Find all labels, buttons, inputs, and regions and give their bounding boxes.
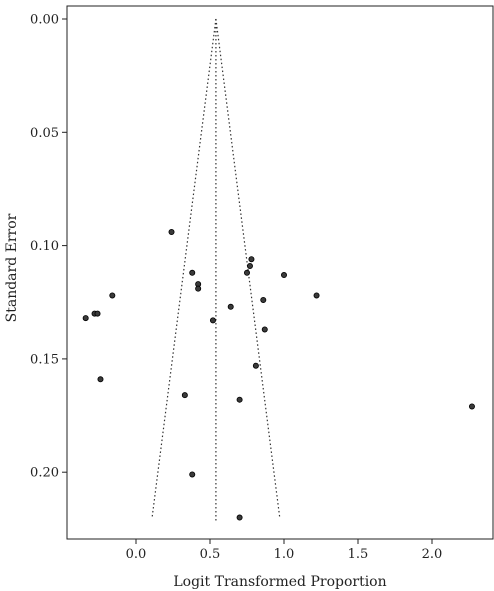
- data-point: [189, 269, 196, 276]
- x-axis-label: Logit Transformed Proportion: [173, 574, 386, 590]
- data-point: [227, 303, 234, 310]
- funnel-right-line: [215, 18, 281, 518]
- data-point: [94, 310, 101, 317]
- data-point: [82, 315, 89, 322]
- x-axis: 0.0 0.5 1.0 1.5 2.0: [126, 539, 443, 562]
- x-tick-label: 1.0: [274, 547, 295, 562]
- data-point: [209, 317, 216, 324]
- x-tick-label: 0.5: [200, 547, 221, 562]
- funnel-lines: [151, 18, 281, 521]
- data-point: [252, 362, 259, 369]
- data-point: [181, 392, 188, 399]
- data-point: [168, 229, 175, 236]
- data-point: [236, 514, 243, 521]
- x-tick-label: 2.0: [422, 547, 443, 562]
- data-points: [82, 229, 475, 521]
- data-point: [313, 292, 320, 299]
- data-point: [195, 285, 202, 292]
- y-tick-label: 0.15: [30, 352, 59, 367]
- y-tick-label: 0.20: [30, 466, 59, 481]
- y-tick-label: 0.10: [30, 239, 59, 254]
- data-point: [109, 292, 116, 299]
- y-tick-label: 0.05: [30, 126, 59, 141]
- data-point: [189, 471, 196, 478]
- funnel-left-line: [151, 18, 217, 518]
- y-axis: 0.00 0.05 0.10 0.15 0.20: [30, 13, 67, 481]
- data-point: [236, 396, 243, 403]
- data-point: [243, 269, 250, 276]
- data-point: [468, 403, 475, 410]
- data-point: [260, 296, 267, 303]
- x-tick-label: 1.5: [348, 547, 369, 562]
- y-tick-label: 0.00: [30, 13, 59, 28]
- data-point: [280, 272, 287, 279]
- data-point: [261, 326, 268, 333]
- y-axis-label: Standard Error: [4, 213, 20, 322]
- plot-frame: [66, 5, 494, 540]
- x-tick-label: 0.0: [126, 547, 147, 562]
- data-point: [97, 376, 104, 383]
- data-point: [246, 262, 253, 269]
- data-point: [248, 256, 255, 263]
